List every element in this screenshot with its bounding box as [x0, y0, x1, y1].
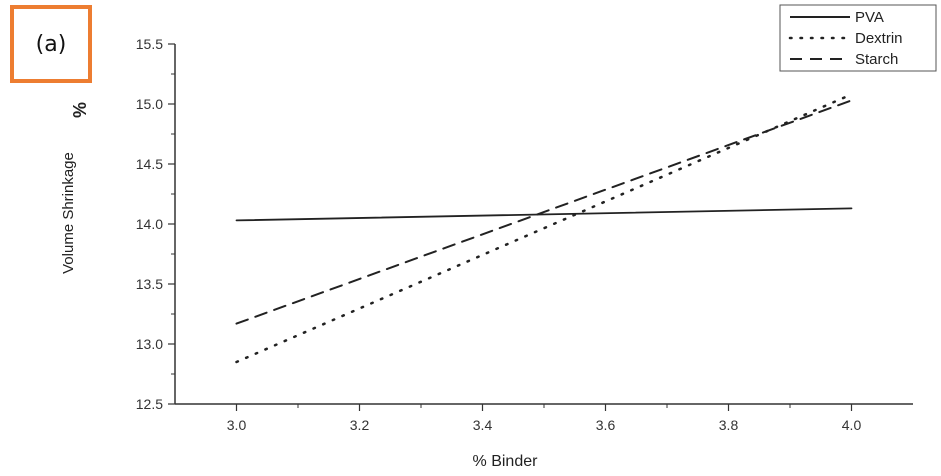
y-tick-label: 14.0: [136, 216, 163, 232]
y-axis-unit: %: [69, 102, 89, 118]
y-tick-label: 13.5: [136, 276, 163, 292]
x-tick-label: 3.6: [596, 417, 616, 433]
y-axis-title: Volume Shrinkage: [60, 152, 77, 274]
tick-labels: 3.0 3.2 3.4 3.6 3.8 4.0 12.5 13.0 13.5 14.0 14.5 15…: [136, 36, 862, 433]
y-tick-label: 12.5: [136, 396, 163, 412]
x-tick-label: 3.2: [350, 417, 370, 433]
axes: [174, 44, 913, 405]
x-tick-label: 3.8: [719, 417, 739, 433]
x-tick-label: 3.0: [227, 417, 247, 433]
y-tick-label: 15.0: [136, 96, 163, 112]
legend-label-starch: Starch: [855, 51, 898, 68]
legend: PVA Dextrin Starch: [779, 4, 937, 72]
x-tick-label: 4.0: [842, 417, 862, 433]
series-line-dextrin: [235, 93, 853, 364]
panel-label: (a): [10, 5, 92, 83]
series-lines: [235, 93, 853, 364]
y-tick-label: 13.0: [136, 336, 163, 352]
tick-marks: [168, 43, 853, 411]
series-line-pva: [235, 207, 853, 222]
legend-label-dextrin: Dextrin: [855, 30, 903, 47]
legend-label-pva: PVA: [855, 9, 884, 26]
y-tick-label: 15.5: [136, 36, 163, 52]
y-tick-label: 14.5: [136, 156, 163, 172]
series-line-starch: [235, 99, 853, 325]
x-axis-title: % Binder: [473, 453, 539, 470]
x-tick-label: 3.4: [473, 417, 493, 433]
